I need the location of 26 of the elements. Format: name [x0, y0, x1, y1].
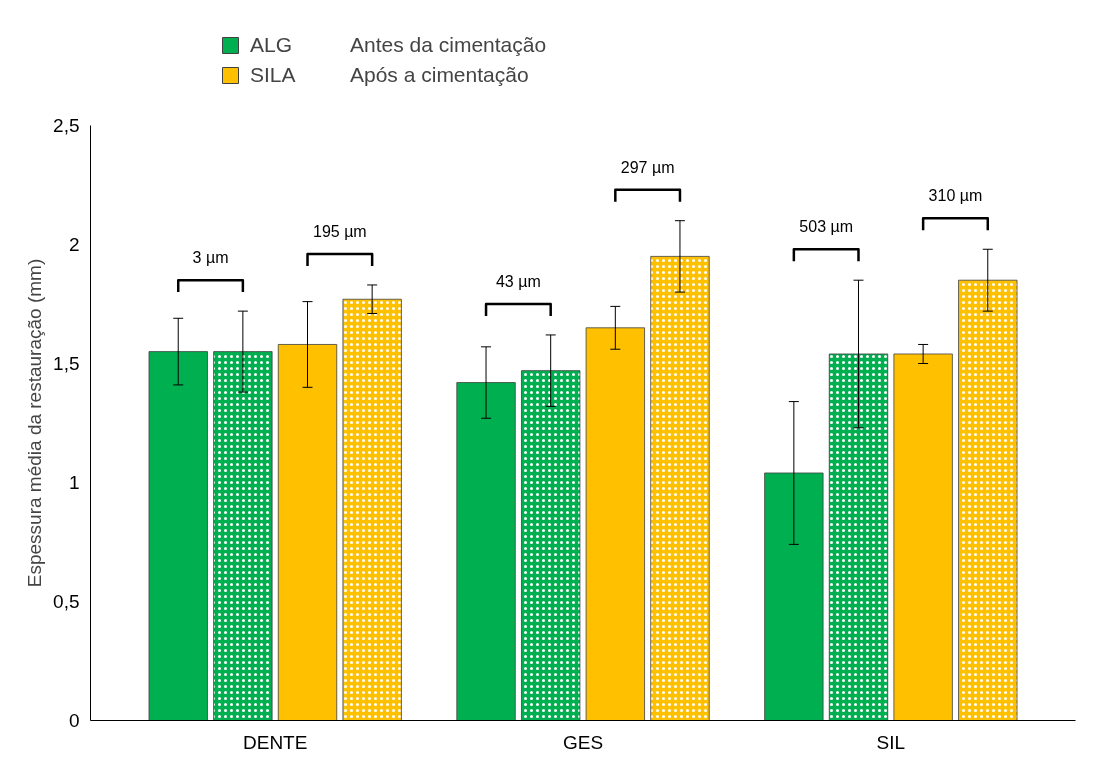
y-tick-label: 2,5 [53, 115, 80, 136]
annotation: 3 µm [192, 249, 229, 267]
bar [764, 472, 824, 721]
y-tick-label: 2 [68, 234, 80, 255]
legend-label: ALG [250, 33, 293, 57]
bar [456, 382, 516, 721]
x-tick-label: GES [562, 731, 604, 753]
y-tick-label: 0,5 [53, 591, 80, 612]
y-tick-label: 1,5 [53, 353, 80, 374]
annotation: 503 µm [799, 218, 854, 236]
bar [277, 344, 338, 721]
x-tick-label: SIL [876, 731, 906, 753]
text: Após a cimentação [350, 63, 529, 87]
annotation: 195 µm [312, 223, 367, 241]
text: Antes da cimentação [350, 33, 547, 57]
annotation: 43 µm [495, 273, 541, 290]
bar [148, 351, 208, 721]
y-tick-label: 1 [68, 472, 80, 493]
bar [893, 353, 953, 721]
legend-label: SILA [250, 63, 296, 87]
x-tick-label: DENTE [242, 731, 308, 753]
annotation: 297 µm [620, 158, 675, 176]
y-axis-title: Espessura média da restauração (mm) [24, 258, 46, 588]
y-tick-label: 0 [68, 710, 80, 731]
bar [585, 327, 645, 721]
annotation: 310 µm [928, 187, 983, 205]
